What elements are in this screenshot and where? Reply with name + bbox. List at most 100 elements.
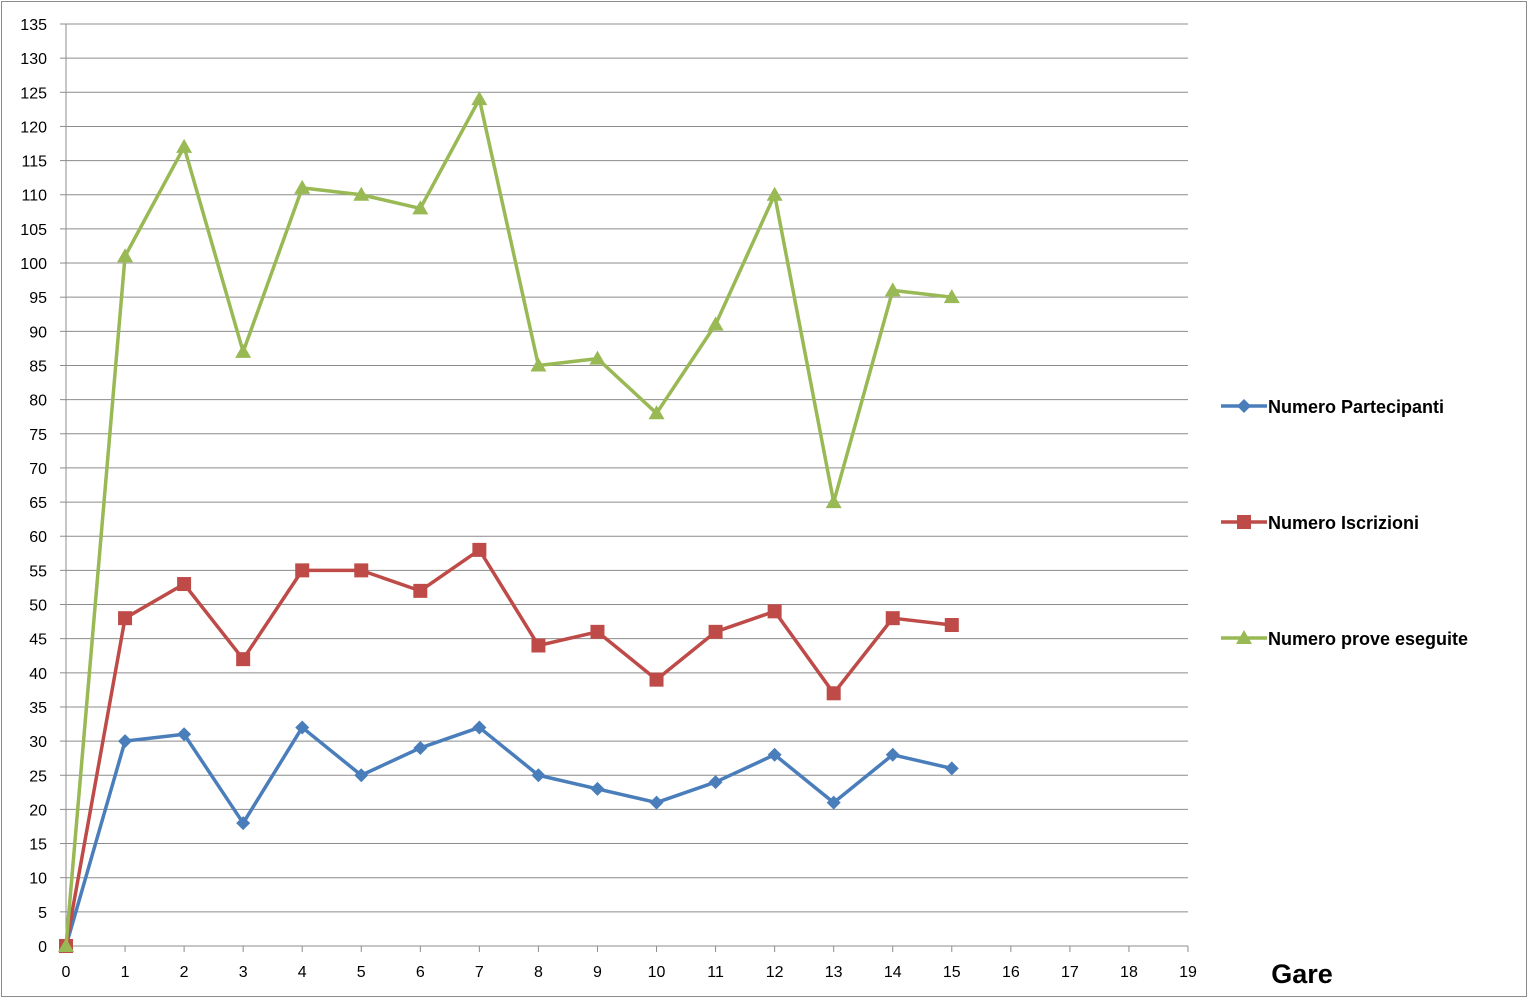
data-point-1-6 — [413, 583, 428, 598]
x-tick-label-8: 8 — [534, 964, 543, 981]
series-line-1 — [64, 548, 952, 947]
series-0 — [59, 720, 959, 953]
series-2 — [58, 91, 960, 952]
data-point-2-12 — [766, 186, 783, 201]
data-point-0-4 — [295, 720, 310, 735]
data-point-0-5 — [354, 768, 369, 783]
series-line-0 — [64, 725, 953, 947]
y-tick-label-0: 0 — [38, 939, 47, 956]
y-tick-label-75: 75 — [29, 427, 47, 444]
data-point-0-1 — [118, 734, 133, 749]
y-tick-label-20: 20 — [29, 802, 47, 819]
x-tick-label-4: 4 — [298, 964, 307, 981]
y-tick-label-5: 5 — [38, 905, 47, 922]
y-tick-label-130: 130 — [20, 51, 47, 68]
legend-marker-1 — [1237, 515, 1251, 529]
data-point-0-10 — [649, 795, 664, 810]
legend-item-2: Numero prove eseguite — [1221, 629, 1468, 649]
y-tick-label-105: 105 — [20, 222, 47, 239]
data-point-2-13 — [825, 494, 842, 509]
data-point-2-6 — [412, 200, 429, 215]
data-point-0-9 — [590, 781, 605, 796]
x-tick-label-9: 9 — [593, 964, 602, 981]
data-point-0-8 — [531, 768, 546, 783]
y-tick-label-65: 65 — [29, 495, 47, 512]
data-point-1-15 — [944, 618, 959, 633]
x-tick-label-17: 17 — [1061, 964, 1079, 981]
x-tick-label-19: 19 — [1179, 964, 1197, 981]
x-axis-label: Gare — [1271, 959, 1333, 989]
data-point-1-12 — [767, 604, 782, 619]
data-point-0-2 — [177, 727, 192, 742]
y-tick-label-85: 85 — [29, 358, 47, 375]
x-tick-label-1: 1 — [121, 964, 130, 981]
data-point-2-4 — [294, 179, 311, 194]
y-tick-label-15: 15 — [29, 837, 47, 854]
legend-marker-2 — [1236, 630, 1252, 644]
data-point-0-3 — [236, 816, 251, 831]
y-tick-label-55: 55 — [29, 563, 47, 580]
x-tick-label-5: 5 — [357, 964, 366, 981]
x-tick-label-14: 14 — [884, 964, 902, 981]
y-tick-label-25: 25 — [29, 768, 47, 785]
data-point-1-1 — [118, 611, 133, 626]
data-point-2-2 — [176, 138, 193, 153]
x-tick-label-2: 2 — [180, 964, 189, 981]
y-tick-label-60: 60 — [29, 529, 47, 546]
y-tick-label-90: 90 — [29, 324, 47, 341]
legend-item-1: Numero Iscrizioni — [1221, 513, 1419, 533]
legend-label-1: Numero Iscrizioni — [1268, 513, 1419, 533]
data-point-1-5 — [354, 563, 369, 578]
data-point-0-12 — [767, 747, 782, 762]
y-tick-label-100: 100 — [20, 256, 47, 273]
series-line-2 — [64, 97, 952, 947]
x-tick-label-0: 0 — [62, 964, 71, 981]
legend-label-0: Numero Partecipanti — [1268, 397, 1444, 417]
y-tick-label-120: 120 — [20, 119, 47, 136]
data-point-1-7 — [472, 542, 487, 557]
y-tick-label-95: 95 — [29, 290, 47, 307]
y-tick-label-135: 135 — [20, 17, 47, 34]
y-tick-label-10: 10 — [29, 871, 47, 888]
gridlines — [66, 23, 1188, 913]
data-point-2-10 — [648, 405, 665, 420]
data-point-1-13 — [826, 686, 841, 701]
legend-item-0: Numero Partecipanti — [1221, 397, 1444, 417]
data-point-2-5 — [353, 186, 370, 201]
x-tick-label-6: 6 — [416, 964, 425, 981]
data-point-2-15 — [943, 289, 960, 304]
y-tick-label-125: 125 — [20, 85, 47, 102]
y-tick-label-70: 70 — [29, 461, 47, 478]
data-point-2-8 — [530, 357, 547, 372]
data-point-1-2 — [177, 577, 192, 592]
x-tick-label-3: 3 — [239, 964, 248, 981]
data-point-0-13 — [826, 795, 841, 810]
x-tick-label-16: 16 — [1002, 964, 1020, 981]
series-group — [58, 91, 960, 953]
data-point-2-3 — [235, 343, 252, 358]
data-point-0-6 — [413, 740, 428, 755]
data-point-1-11 — [708, 624, 723, 639]
data-point-2-9 — [589, 350, 606, 365]
x-tick-labels: 0 1 2 3 4 5 6 7 8 9 10 11 12 13 14 15 16 17 18 19 — [62, 964, 1197, 981]
data-point-2-14 — [884, 282, 901, 297]
data-point-0-11 — [708, 775, 723, 790]
y-tick-labels: 0 5 10 15 20 25 30 35 40 45 50 55 60 65 70 75 80 85 90 95 10… — [20, 17, 47, 956]
x-tick-label-12: 12 — [766, 964, 784, 981]
y-tick-label-80: 80 — [29, 393, 47, 410]
y-tick-label-35: 35 — [29, 700, 47, 717]
y-tick-label-50: 50 — [29, 598, 47, 615]
legend-marker-0 — [1237, 399, 1251, 413]
x-tick-label-10: 10 — [648, 964, 666, 981]
y-tick-label-40: 40 — [29, 666, 47, 683]
series-1 — [59, 542, 959, 953]
data-point-0-14 — [885, 747, 900, 762]
data-point-1-8 — [531, 638, 546, 653]
y-tick-label-45: 45 — [29, 632, 47, 649]
data-point-1-10 — [649, 672, 664, 687]
data-point-1-14 — [885, 611, 900, 626]
y-tick-label-110: 110 — [21, 188, 47, 205]
y-tick-label-115: 115 — [21, 154, 47, 171]
